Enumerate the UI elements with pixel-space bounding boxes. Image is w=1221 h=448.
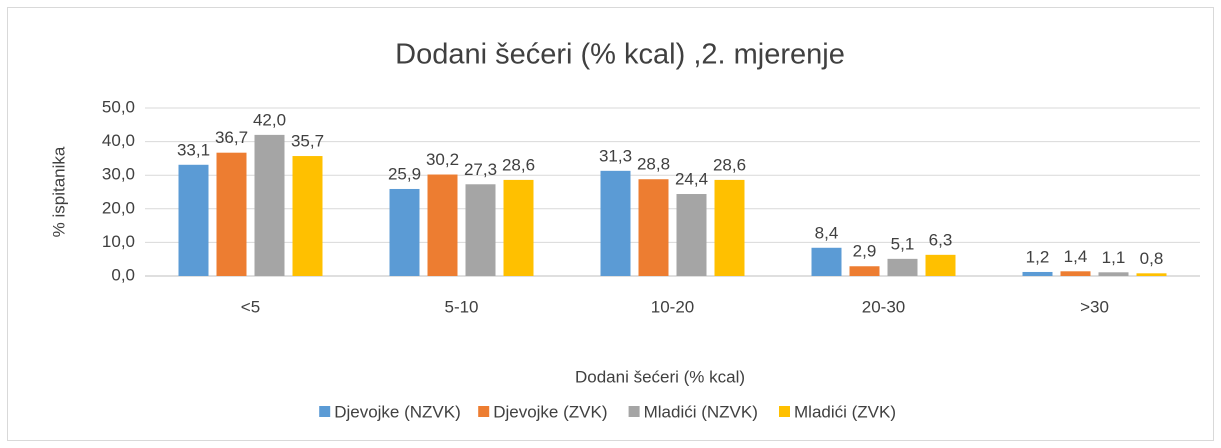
data-label: 8,4 bbox=[815, 223, 839, 242]
bar bbox=[427, 174, 458, 276]
data-label: 1,1 bbox=[1102, 248, 1126, 267]
data-label: 1,2 bbox=[1026, 247, 1050, 266]
bar bbox=[887, 258, 918, 276]
y-tick-label: 40,0 bbox=[102, 131, 135, 150]
bar bbox=[465, 184, 496, 276]
x-tick-label: 20-30 bbox=[862, 297, 905, 316]
data-label: 28,6 bbox=[713, 155, 746, 174]
data-label: 35,7 bbox=[291, 132, 324, 151]
bar bbox=[1060, 271, 1091, 276]
x-axis-title: Dodani šećeri (% kcal) bbox=[575, 367, 745, 386]
y-tick-label: 30,0 bbox=[102, 165, 135, 184]
bar bbox=[1136, 273, 1167, 276]
data-label: 2,9 bbox=[853, 242, 877, 261]
y-tick-label: 10,0 bbox=[102, 232, 135, 251]
data-label: 1,4 bbox=[1064, 247, 1088, 266]
legend-label: Mladići (NZVK) bbox=[644, 402, 758, 421]
data-label: 24,4 bbox=[675, 170, 708, 189]
x-tick-label: <5 bbox=[241, 297, 260, 316]
legend-swatch bbox=[478, 406, 490, 417]
bar bbox=[389, 188, 420, 276]
data-label: 6,3 bbox=[929, 230, 953, 249]
x-tick-label: 10-20 bbox=[651, 297, 694, 316]
bar bbox=[216, 152, 247, 276]
data-label: 27,3 bbox=[464, 160, 497, 179]
data-label: 0,8 bbox=[1140, 249, 1164, 268]
data-label: 25,9 bbox=[388, 164, 421, 183]
x-tick-label: >30 bbox=[1080, 297, 1109, 316]
bar bbox=[676, 194, 707, 276]
data-label: 42,0 bbox=[253, 110, 286, 129]
bar bbox=[638, 179, 669, 276]
legend-swatch bbox=[779, 406, 790, 417]
chart-title: Dodani šećeri (% kcal) ,2. mjerenje bbox=[395, 39, 845, 71]
y-tick-label: 50,0 bbox=[102, 97, 135, 116]
legend-swatch bbox=[628, 406, 640, 417]
bar bbox=[292, 156, 323, 276]
bar bbox=[811, 247, 842, 276]
bar bbox=[503, 179, 534, 276]
bar bbox=[254, 134, 285, 276]
bar bbox=[1022, 271, 1053, 276]
y-tick-label: 0,0 bbox=[111, 265, 135, 284]
bar bbox=[178, 164, 209, 276]
legend-label: Djevojke (ZVK) bbox=[493, 402, 607, 421]
legend-label: Djevojke (NZVK) bbox=[334, 402, 461, 421]
bar bbox=[925, 254, 956, 276]
data-label: 33,1 bbox=[177, 140, 210, 159]
data-label: 31,3 bbox=[599, 146, 632, 165]
data-label: 28,6 bbox=[502, 155, 535, 174]
data-label: 5,1 bbox=[891, 234, 915, 253]
bar bbox=[849, 266, 880, 276]
legend-swatch bbox=[319, 406, 331, 417]
bar bbox=[1098, 272, 1129, 276]
x-tick-label: 5-10 bbox=[444, 297, 478, 316]
y-tick-label: 20,0 bbox=[102, 198, 135, 217]
y-axis-title: % ispitanika bbox=[49, 146, 68, 237]
bar bbox=[600, 170, 631, 276]
bar bbox=[714, 179, 745, 276]
data-label: 36,7 bbox=[215, 128, 248, 147]
data-label: 30,2 bbox=[426, 150, 459, 169]
data-label: 28,8 bbox=[637, 155, 670, 174]
legend-label: Mladići (ZVK) bbox=[794, 402, 896, 421]
